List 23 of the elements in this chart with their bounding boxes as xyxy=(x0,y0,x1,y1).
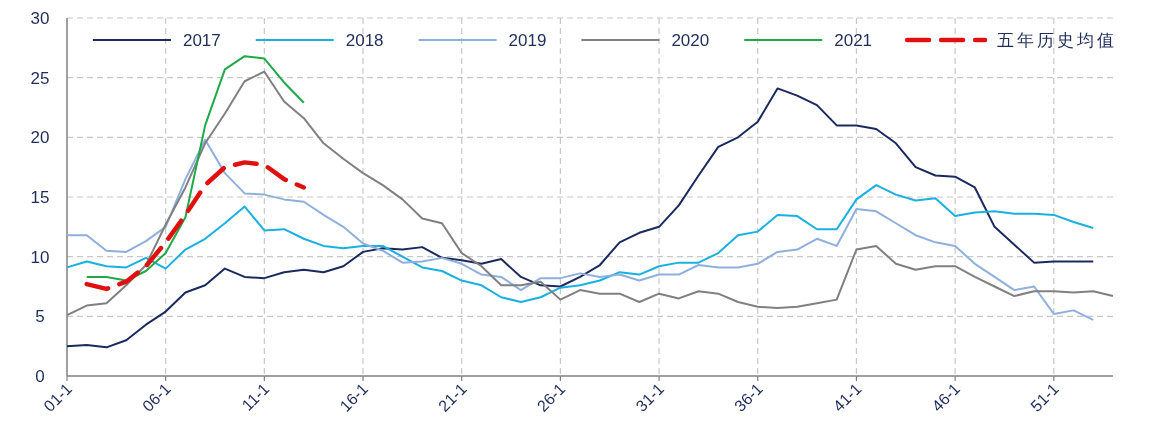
x-tick-label: 26-1 xyxy=(533,380,569,415)
x-tick-label: 31-1 xyxy=(632,380,668,415)
x-tick-label: 41-1 xyxy=(829,380,865,415)
x-tick-label: 46-1 xyxy=(928,380,964,415)
y-tick-label: 0 xyxy=(35,367,45,386)
legend-label: 2019 xyxy=(508,31,547,50)
x-tick-label: 16-1 xyxy=(336,380,372,415)
legend-label: 2018 xyxy=(345,31,384,50)
x-tick-label: 21-1 xyxy=(435,380,470,415)
y-tick-label: 10 xyxy=(30,247,50,267)
legend-label: 2017 xyxy=(182,31,221,50)
y-tick-label: 25 xyxy=(30,68,50,88)
y-tick-label: 15 xyxy=(30,188,50,207)
x-tick-label: 06-1 xyxy=(139,380,174,415)
legend-label: 五年历史均值 xyxy=(997,31,1118,50)
y-tick-label: 5 xyxy=(35,307,45,327)
x-tick-label: 36-1 xyxy=(731,380,766,415)
legend-label: 2020 xyxy=(671,31,710,50)
legend-label: 2021 xyxy=(834,31,873,50)
y-tick-label: 30 xyxy=(30,9,50,28)
y-tick-label: 20 xyxy=(30,128,50,148)
x-tick-label: 11-1 xyxy=(238,380,273,414)
x-tick-label: 51-1 xyxy=(1027,380,1062,415)
